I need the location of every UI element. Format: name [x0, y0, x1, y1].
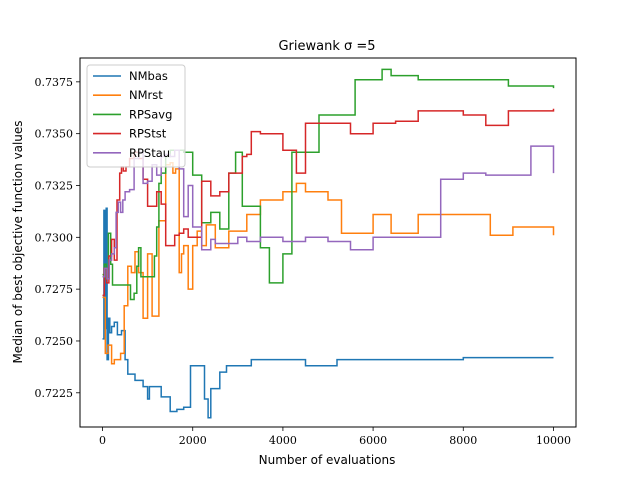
legend-box — [86, 64, 186, 168]
y-tick-label: 0.7225 — [35, 387, 74, 400]
y-axis-label: Median of best objective function values — [11, 120, 25, 363]
legend-label: NMbas — [129, 69, 168, 83]
y-tick-label: 0.7375 — [35, 76, 74, 89]
y-tick-label: 0.7250 — [35, 335, 74, 348]
legend-label: NMrst — [129, 88, 163, 102]
chart-title: Griewank σ =5 — [278, 39, 375, 54]
series-line-rpsavg — [102, 68, 555, 301]
legend-label: RPStau — [129, 146, 170, 160]
x-axis-label: Number of evaluations — [259, 453, 396, 467]
legend-label: RPStst — [129, 127, 167, 141]
x-tick-label: 6000 — [359, 434, 387, 447]
plot-frame — [79, 57, 577, 428]
legend-label: RPSavg — [129, 107, 172, 121]
y-axis: 0.7225 0.7250 0.7275 0.7300 0.7325 0.7350 0.73… — [35, 76, 80, 400]
series-line-nmbas — [102, 207, 554, 419]
x-tick-label: 2000 — [179, 434, 207, 447]
legend: NMbas NMrst RPSavg RPStst RPStau — [86, 64, 186, 168]
series-line-rpstst — [102, 108, 555, 297]
x-tick-label: 4000 — [269, 434, 297, 447]
y-tick-label: 0.7275 — [35, 283, 74, 296]
x-axis: 0 2000 4000 6000 8000 10000 — [99, 427, 571, 447]
y-tick-label: 0.7300 — [35, 231, 74, 244]
x-tick-label: 10000 — [536, 434, 571, 447]
x-tick-label: 0 — [99, 434, 106, 447]
y-tick-label: 0.7325 — [35, 179, 74, 192]
y-tick-label: 0.7350 — [35, 128, 74, 141]
series-line-nmrst — [102, 161, 555, 365]
x-tick-label: 8000 — [449, 434, 477, 447]
